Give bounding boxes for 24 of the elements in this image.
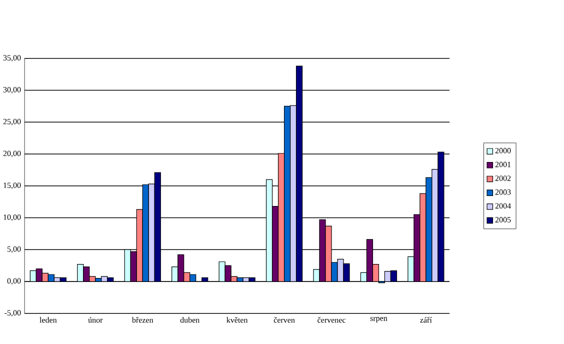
x-tick-label: květen xyxy=(226,317,248,323)
x-tick-label: červenec xyxy=(318,317,346,323)
legend-label: 2005 xyxy=(495,217,511,222)
y-tick-label: 25,00 xyxy=(3,118,21,126)
x-tick-label: leden xyxy=(40,317,57,323)
x-tick-label: únor xyxy=(88,317,103,323)
y-tick-label: 5,00 xyxy=(8,246,21,253)
legend-label: 2000 xyxy=(495,148,511,154)
y-tick-label: 35,00 xyxy=(3,55,21,62)
y-tick-label: 0,00 xyxy=(7,278,21,285)
y-tick-label: -5,00 xyxy=(4,310,21,317)
legend-label: 2003 xyxy=(495,189,511,195)
y-tick-label: 10,00 xyxy=(4,214,21,222)
legend-label: 2002 xyxy=(495,176,511,181)
x-tick-label: březen xyxy=(132,317,154,323)
x-tick-label: srpen xyxy=(370,317,388,323)
legend-label: 2004 xyxy=(495,203,511,209)
y-tick-label: 15,00 xyxy=(4,182,21,190)
x-tick-label: duben xyxy=(180,317,200,323)
y-tick-label: 20,00 xyxy=(3,150,21,158)
legend-label: 2001 xyxy=(495,162,511,168)
x-tick-label: červen xyxy=(274,317,295,323)
y-tick-label: 30,00 xyxy=(3,86,21,94)
x-tick-label: září xyxy=(420,317,432,323)
